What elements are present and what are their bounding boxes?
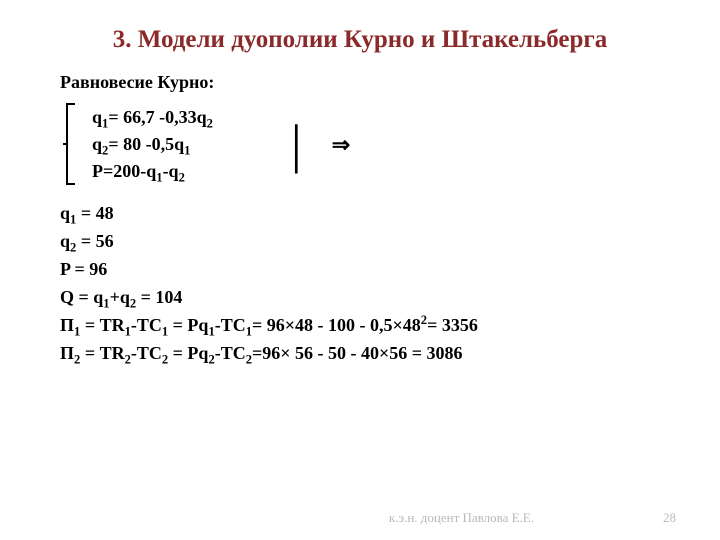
r1-post: = 48	[76, 203, 113, 223]
r5-f: = 96×48 - 100 - 0,5×48	[252, 315, 421, 335]
result-Q: Q = q1+q2 = 104	[60, 284, 660, 312]
r6-e: -TC	[215, 343, 246, 363]
eq2-sub2: 1	[184, 143, 190, 157]
results-block: q1 = 48 q2 = 56 P = 96 Q = q1+q2 = 104 П…	[60, 200, 660, 367]
r5-e: -TC	[215, 315, 246, 335]
equation-system: q1= 66,7 -0,33q2 q2= 80 -0,5q1 P=200-q1-…	[60, 102, 660, 186]
left-brace	[60, 102, 80, 186]
r2-pre: q	[60, 231, 70, 251]
slide-body: Равновесие Курно: q1= 66,7 -0,33q2 q2= 8…	[60, 69, 660, 367]
eq1-sub2: 2	[207, 116, 213, 130]
r6-c: -TC	[131, 343, 162, 363]
r4-mid: +q	[110, 287, 130, 307]
eq-line-1: q1= 66,7 -0,33q2	[92, 104, 213, 131]
footer: к.э.н. доцент Павлова Е.Е. 28	[0, 510, 720, 526]
slide-number: 28	[654, 510, 676, 526]
eq1-q: q	[92, 107, 102, 127]
result-q2: q2 = 56	[60, 228, 660, 256]
r5-c: -TC	[131, 315, 162, 335]
eq1-mid: = 66,7 -0,33q	[108, 107, 206, 127]
r4-post: = 104	[136, 287, 182, 307]
r5-b: = TR	[80, 315, 124, 335]
r5-g: = 3356	[427, 315, 478, 335]
system-equations: q1= 66,7 -0,33q2 q2= 80 -0,5q1 P=200-q1-…	[88, 104, 213, 185]
eq3-sub2: 2	[179, 170, 185, 184]
r5-d: = Pq	[168, 315, 208, 335]
result-q1: q1 = 48	[60, 200, 660, 228]
result-pi2: П2 = TR2-TC2 = Pq2-TC2=96× 56 - 50 - 40×…	[60, 340, 660, 368]
result-pi1: П1 = TR1-TC1 = Pq1-TC1= 96×48 - 100 - 0,…	[60, 312, 660, 340]
r6-d: = Pq	[168, 343, 208, 363]
footer-author: к.э.н. доцент Павлова Е.Е.	[389, 510, 534, 526]
r6-b: = TR	[80, 343, 124, 363]
r1-pre: q	[60, 203, 70, 223]
eq3-mid: -q	[163, 161, 179, 181]
slide: 3. Модели дуополии Курно и Штакельберга …	[0, 0, 720, 540]
vertical-bar: |	[291, 117, 302, 171]
brace-icon	[61, 102, 79, 186]
arrow-icon: ⇒	[332, 128, 350, 161]
eq3-pre: P=200-q	[92, 161, 156, 181]
eq2-mid: = 80 -0,5q	[108, 134, 184, 154]
lead-text: Равновесие Курно:	[60, 69, 660, 96]
r4-pre: Q = q	[60, 287, 103, 307]
eq-line-3: P=200-q1-q2	[92, 158, 213, 185]
slide-title: 3. Модели дуополии Курно и Штакельберга	[60, 24, 660, 55]
r2-post: = 56	[76, 231, 113, 251]
r6-a: П	[60, 343, 74, 363]
result-p: P = 96	[60, 256, 660, 284]
r5-a: П	[60, 315, 74, 335]
eq-line-2: q2= 80 -0,5q1	[92, 131, 213, 158]
r6-f: =96× 56 - 50 - 40×56 = 3086	[252, 343, 463, 363]
eq2-q: q	[92, 134, 102, 154]
